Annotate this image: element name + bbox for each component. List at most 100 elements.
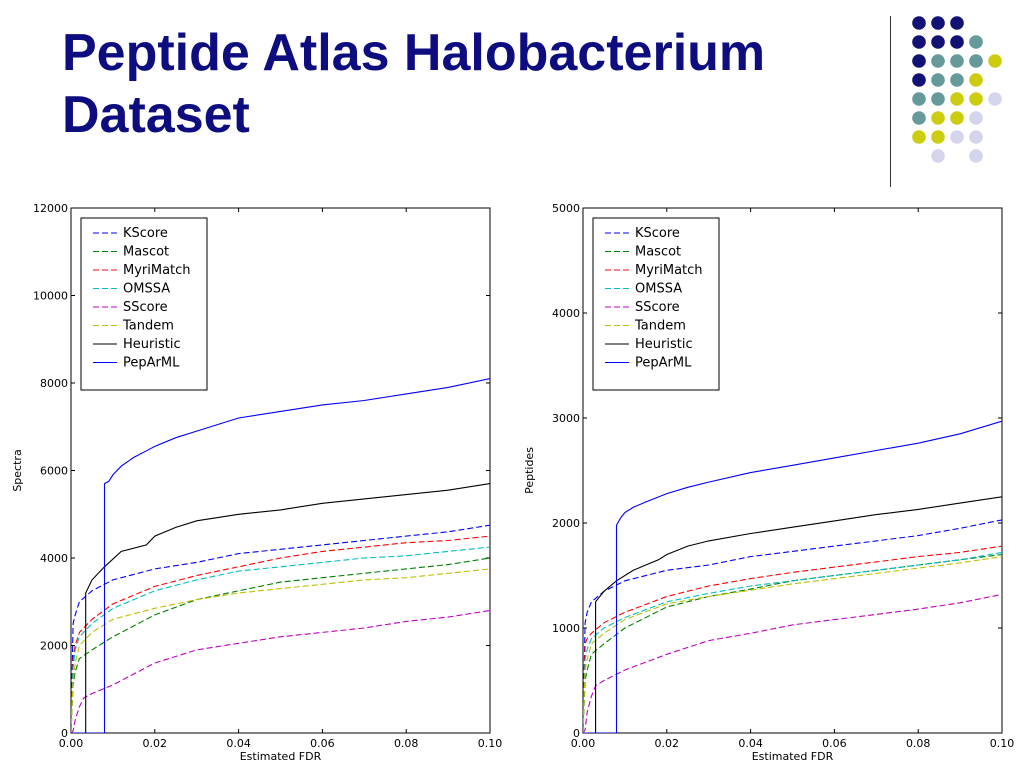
legend-label: KScore (123, 226, 168, 241)
decorative-dot (950, 130, 964, 144)
legend: KScore Mascot MyriMatch OMSSA SScore Tandem He… (80, 217, 208, 391)
legend-box (592, 217, 720, 391)
y-tick-label: 2000 (552, 517, 580, 530)
decorative-dot (931, 73, 945, 87)
decorative-dot (969, 35, 983, 49)
series-line-kscore (583, 519, 1002, 733)
decorative-dot (950, 16, 964, 30)
decorative-dot (969, 54, 983, 68)
decorative-dot (931, 16, 945, 30)
series-line-myrimatch (71, 535, 490, 733)
decorative-dot (931, 130, 945, 144)
decorative-dot (969, 111, 983, 125)
legend: KScore Mascot MyriMatch OMSSA SScore Tandem He… (592, 217, 720, 391)
decorative-dot (950, 35, 964, 49)
y-tick-label: 4000 (40, 552, 68, 565)
y-tick-label: 12000 (33, 202, 68, 215)
y-tick-label: 0 (573, 727, 580, 740)
decorative-dot (912, 35, 926, 49)
x-tick-label: 0.08 (906, 737, 931, 750)
y-tick-label: 5000 (552, 202, 580, 215)
y-tick-label: 10000 (33, 290, 68, 303)
decorative-dot (969, 73, 983, 87)
x-tick-label: 0.10 (990, 737, 1015, 750)
legend-label: OMSSA (123, 282, 170, 297)
y-axis-label: Peptides (523, 447, 536, 494)
decorative-dot (912, 130, 926, 144)
x-tick-label: 0.06 (822, 737, 847, 750)
x-tick-label: 0.02 (655, 737, 680, 750)
series-line-peparml (583, 420, 1002, 733)
decorative-dot-grid (912, 16, 1002, 163)
y-tick-label: 1000 (552, 622, 580, 635)
decorative-dot (950, 92, 964, 106)
plot-frame (582, 207, 1003, 734)
decorative-dot (931, 54, 945, 68)
legend-label: MyriMatch (123, 263, 191, 278)
decorative-dot (988, 54, 1002, 68)
decorative-dot (969, 130, 983, 144)
x-tick-label: 0.06 (310, 737, 335, 750)
legend-label: Tandem (634, 319, 686, 334)
legend-label: PepArML (635, 356, 692, 371)
x-tick-label: 0.00 (59, 737, 84, 750)
decorative-dot (912, 54, 926, 68)
x-axis-label: Estimated FDR (752, 750, 834, 763)
decorative-dot (931, 92, 945, 106)
series-line-mascot (71, 557, 490, 733)
decorative-dot (950, 111, 964, 125)
decorative-dot (931, 111, 945, 125)
decorative-dot (969, 92, 983, 106)
decorative-dot (912, 92, 926, 106)
decorative-dot (912, 111, 926, 125)
decorative-dot (931, 35, 945, 49)
series-group (71, 378, 490, 733)
legend-label: KScore (635, 226, 680, 241)
title-divider-line (890, 16, 891, 187)
legend-label: PepArML (123, 356, 180, 371)
x-axis-label: Estimated FDR (240, 750, 322, 763)
legend-label: Mascot (123, 245, 169, 260)
x-tick-label: 0.02 (143, 737, 168, 750)
series-line-sscore (583, 593, 1002, 733)
series-line-myrimatch (583, 545, 1002, 733)
legend-label: Heuristic (123, 337, 181, 352)
legend-label: SScore (123, 300, 168, 315)
series-line-omssa (71, 546, 490, 733)
series-line-tandem (71, 568, 490, 733)
y-axis-label: Spectra (11, 449, 24, 491)
series-line-heuristic (583, 496, 1002, 733)
y-tick-label: 6000 (40, 465, 68, 478)
legend-label: Heuristic (635, 337, 693, 352)
legend-label: SScore (635, 300, 680, 315)
legend-box (80, 217, 208, 391)
decorative-dot (950, 73, 964, 87)
y-tick-label: 3000 (552, 412, 580, 425)
spectra-line-chart: 0.00 0.02 0.04 0.06 0.08 0.10 0 2000 4000 6000 800… (11, 202, 503, 763)
legend-label: OMSSA (635, 282, 682, 297)
x-tick-label: 0.10 (478, 737, 503, 750)
y-tick-label: 4000 (552, 307, 580, 320)
peptides-line-chart: 0.00 0.02 0.04 0.06 0.08 0.10 0 1000 2000 3000 400… (523, 202, 1015, 763)
decorative-dot (912, 73, 926, 87)
legend-label: Mascot (635, 245, 681, 260)
y-tick-label: 8000 (40, 377, 68, 390)
series-line-heuristic (71, 483, 490, 733)
decorative-dot (950, 54, 964, 68)
legend-label: MyriMatch (635, 263, 703, 278)
decorative-dot (988, 92, 1002, 106)
slide-title: Peptide Atlas Halobacterium Dataset (62, 24, 766, 144)
series-line-sscore (71, 609, 490, 733)
series-group (583, 420, 1002, 733)
x-tick-label: 0.00 (571, 737, 596, 750)
series-line-tandem (583, 556, 1002, 733)
decorative-dot (912, 16, 926, 30)
series-line-kscore (71, 524, 490, 733)
legend-label: Tandem (122, 319, 174, 334)
x-tick-label: 0.08 (394, 737, 419, 750)
decorative-dot (931, 149, 945, 163)
series-line-peparml (71, 378, 490, 733)
x-tick-label: 0.04 (226, 737, 251, 750)
y-tick-label: 2000 (40, 640, 68, 653)
series-line-omssa (583, 551, 1002, 733)
